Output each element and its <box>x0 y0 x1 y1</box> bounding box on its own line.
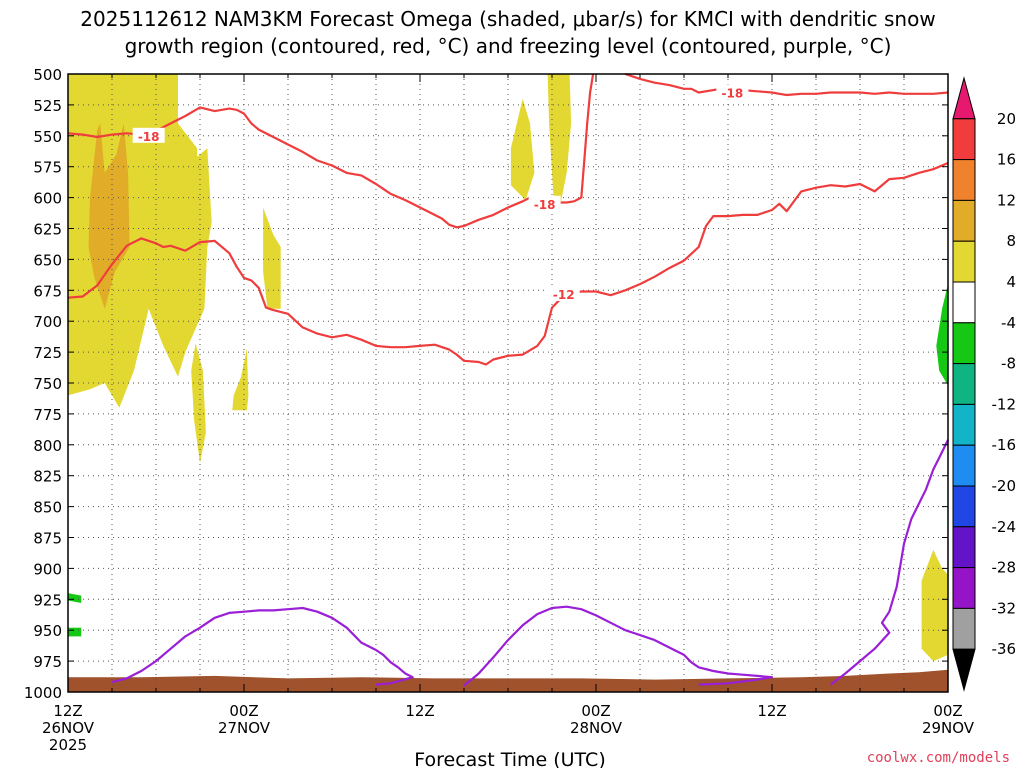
title-line-2: growth region (contoured, red, °C) and f… <box>125 34 892 58</box>
colorbar: 20 16 12 8 4 -4 -8 -12 -16 -20 -24 -28 -32 -36 <box>952 76 1017 692</box>
colorbar-box-3 <box>952 199 976 242</box>
colorbar-label-10: -24 <box>992 518 1017 536</box>
x-tick-label-36-1: 28NOV <box>570 719 623 737</box>
colorbar-box-9 <box>952 444 976 487</box>
colorbar-label-7: -12 <box>992 395 1017 413</box>
y-tick-label-925: 925 <box>33 591 62 609</box>
x-tick-label-12-0: 00Z <box>229 702 258 720</box>
y-tick-label-825: 825 <box>33 468 62 486</box>
omega-shade--4 to -8-0 <box>68 593 82 603</box>
omega-shade--4 to -8-1 <box>68 627 82 637</box>
colorbar-label-12: -32 <box>992 599 1017 617</box>
y-tick-label-800: 800 <box>33 437 62 455</box>
y-tick-label-550: 550 <box>33 128 62 146</box>
colorbar-box-12 <box>952 567 976 609</box>
contour-label-3: -12 <box>553 288 575 302</box>
omega-shade-4-8-5 <box>510 98 535 201</box>
x-tick-label-48-0: 12Z <box>757 702 786 720</box>
y-tick-label-725: 725 <box>33 344 62 362</box>
colorbar-box-1 <box>952 118 976 161</box>
omega-shade-4-8-7 <box>921 549 948 662</box>
colorbar-label-9: -20 <box>992 477 1017 495</box>
title: 2025112612 NAM3KM Forecast Omega (shaded… <box>80 7 935 58</box>
omega-shade--4 to -8-2 <box>936 284 948 386</box>
x-tick-label-0-2: 2025 <box>49 736 87 754</box>
y-tick-label-575: 575 <box>33 159 62 177</box>
y-tick-label-900: 900 <box>33 560 62 578</box>
contour-label-0: -18 <box>138 130 160 144</box>
colorbar-label-2: 12 <box>997 191 1016 209</box>
y-tick-label-875: 875 <box>33 530 62 548</box>
y-tick-label-675: 675 <box>33 282 62 300</box>
colorbar-label-0: 20 <box>997 110 1016 128</box>
title-line-1: 2025112612 NAM3KM Forecast Omega (shaded… <box>80 7 935 31</box>
colorbar-label-13: -36 <box>992 640 1017 658</box>
y-tick-label-850: 850 <box>33 499 62 517</box>
colorbar-label-8: -16 <box>992 436 1017 454</box>
contour-label-1: -18 <box>534 198 556 212</box>
colorbar-box-4 <box>952 240 976 283</box>
colorbar-cap-top <box>952 76 976 120</box>
omega-shade-4-8-3 <box>191 343 206 464</box>
x-tick-label-36-0: 00Z <box>581 702 610 720</box>
contour-label-bg-3 <box>547 286 580 302</box>
colorbar-label-1: 16 <box>997 151 1016 169</box>
x-tick-label-24-0: 12Z <box>405 702 434 720</box>
y-tick-label-950: 950 <box>33 622 62 640</box>
colorbar-box-5 <box>952 281 976 324</box>
x-tick-label-60-1: 29NOV <box>922 719 975 737</box>
colorbar-label-3: 8 <box>1006 232 1016 250</box>
y-tick-label-500: 500 <box>33 66 62 84</box>
colorbar-box-2 <box>952 159 976 201</box>
colorbar-box-7 <box>952 363 976 405</box>
x-axis-label: Forecast Time (UTC) <box>414 749 605 768</box>
contour-label-bg-1 <box>528 195 561 211</box>
colorbar-box-10 <box>952 485 976 528</box>
colorbar-label-11: -28 <box>992 559 1017 577</box>
colorbar-box-11 <box>952 526 976 569</box>
colorbar-box-6 <box>952 322 976 365</box>
plot-area: -18 -18 -18 -12 <box>67 72 949 693</box>
omega-shade-4-8-2 <box>263 207 281 309</box>
omega-shade-4-8-6 <box>547 74 572 210</box>
colorbar-box-13 <box>952 607 976 650</box>
x-tick-label-60-0: 00Z <box>933 702 962 720</box>
colorbar-cap-bottom <box>952 648 976 692</box>
y-tick-label-700: 700 <box>33 313 62 331</box>
omega-shade-8-12-0 <box>88 123 130 309</box>
y-axis: 500 525 550 575 600 625 650 675 700 725 750 775 800 8… <box>24 66 948 702</box>
y-tick-label-1000: 1000 <box>24 684 62 702</box>
colorbar-label-5: -4 <box>1001 314 1016 332</box>
x-tick-label-0-1: 26NOV <box>42 719 95 737</box>
omega-shade-4-8-4 <box>232 348 249 411</box>
contour-label-2: -18 <box>722 87 744 101</box>
colorbar-label-6: -8 <box>1001 355 1016 373</box>
x-tick-label-0-0: 12Z <box>53 702 82 720</box>
colorbar-label-4: 4 <box>1006 273 1016 291</box>
y-tick-label-650: 650 <box>33 251 62 269</box>
colorbar-box-8 <box>952 403 976 446</box>
freezing-level-contour-1 <box>463 605 774 687</box>
x-tick-label-12-1: 27NOV <box>218 719 271 737</box>
credit: coolwx.com/models <box>867 750 1010 766</box>
freezing-level-contour-0 <box>111 606 414 686</box>
y-tick-label-600: 600 <box>33 190 62 208</box>
contour-label-bg-2 <box>716 84 749 100</box>
freezing-level-contour-2 <box>830 439 949 686</box>
y-tick-label-775: 775 <box>33 406 62 424</box>
contour-label-bg-0 <box>132 127 165 143</box>
y-tick-label-750: 750 <box>33 375 62 393</box>
y-tick-label-975: 975 <box>33 653 62 671</box>
y-tick-label-525: 525 <box>33 97 62 115</box>
y-tick-label-625: 625 <box>33 221 62 239</box>
dendritic-contour-2 <box>67 161 949 366</box>
terrain <box>68 669 948 692</box>
dendritic-contour-1 <box>624 72 949 97</box>
